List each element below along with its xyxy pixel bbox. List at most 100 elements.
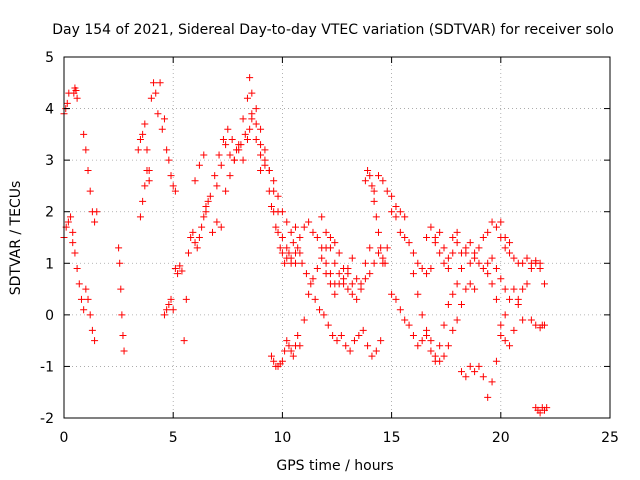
data-point <box>187 234 195 241</box>
data-point <box>305 290 313 298</box>
data-point <box>158 125 166 133</box>
data-point <box>294 244 302 252</box>
data-point <box>283 254 291 262</box>
data-point <box>289 239 297 247</box>
data-point <box>219 136 227 144</box>
data-point <box>388 290 396 298</box>
data-point <box>195 234 203 241</box>
data-point <box>296 342 304 350</box>
data-point <box>82 285 90 293</box>
data-point <box>453 228 461 236</box>
data-point <box>117 285 125 293</box>
data-point <box>335 270 343 278</box>
data-point <box>479 234 487 241</box>
data-point <box>252 105 260 113</box>
data-point <box>145 177 153 185</box>
series-seg27 <box>457 285 527 401</box>
data-point <box>462 249 470 257</box>
data-point <box>444 264 452 272</box>
data-point <box>267 352 275 360</box>
data-point <box>418 337 426 345</box>
data-point <box>285 249 293 257</box>
data-point <box>331 290 339 298</box>
data-point <box>431 239 439 247</box>
data-point <box>377 337 385 345</box>
data-point <box>243 94 251 102</box>
data-point <box>116 259 124 267</box>
series-seg11 <box>171 262 186 278</box>
data-point <box>182 295 190 303</box>
x-tick-labels: 0 5 10 15 20 25 <box>60 430 619 446</box>
data-point <box>141 182 149 190</box>
data-point <box>471 285 479 293</box>
data-point <box>88 326 96 334</box>
data-point <box>364 166 372 174</box>
data-point <box>147 94 155 102</box>
data-point <box>357 285 365 293</box>
data-point <box>222 187 230 195</box>
data-point <box>510 254 518 262</box>
y-tick-label: 3 <box>45 153 54 169</box>
series-seg01 <box>60 213 77 241</box>
data-point <box>381 259 389 267</box>
data-point <box>427 223 435 231</box>
series-seg18 <box>267 203 385 360</box>
data-point <box>300 316 308 324</box>
series-seg23 <box>388 208 514 278</box>
data-point <box>64 218 72 226</box>
data-point <box>184 249 192 257</box>
data-point <box>506 342 514 350</box>
data-point <box>241 130 249 138</box>
series-seg10 <box>160 295 177 319</box>
data-point <box>484 393 492 401</box>
data-point <box>501 244 509 252</box>
data-point <box>278 208 286 216</box>
data-point <box>374 172 382 180</box>
data-point <box>350 337 358 345</box>
data-point <box>211 172 219 180</box>
data-point <box>337 331 345 339</box>
data-point <box>331 259 339 267</box>
series-seg21 <box>322 244 391 298</box>
data-point <box>409 270 417 278</box>
data-point <box>139 130 147 138</box>
data-point <box>453 239 461 247</box>
x-axis-label: GPS time / hours <box>276 458 393 474</box>
data-point <box>346 347 354 355</box>
series-seg32 <box>318 213 356 298</box>
series-seg08 <box>136 166 153 221</box>
data-point <box>171 264 179 272</box>
data-point <box>75 280 83 288</box>
data-point <box>370 187 378 195</box>
data-point <box>193 244 201 252</box>
data-point <box>379 254 387 262</box>
data-point <box>246 74 254 82</box>
data-point <box>342 342 350 350</box>
data-point <box>449 290 457 298</box>
data-point <box>86 311 94 319</box>
data-point <box>492 264 500 272</box>
data-point <box>243 136 251 144</box>
data-point <box>270 177 278 185</box>
data-point <box>475 362 483 370</box>
data-point <box>217 223 225 231</box>
data-point <box>226 151 234 159</box>
data-point <box>257 166 265 174</box>
data-point <box>178 267 186 275</box>
data-point <box>449 234 457 241</box>
data-point <box>466 362 474 370</box>
data-point <box>294 331 302 339</box>
data-point <box>281 259 289 267</box>
data-point <box>322 259 330 267</box>
data-point <box>519 259 527 267</box>
data-point <box>488 254 496 262</box>
data-point <box>257 141 265 149</box>
data-point <box>405 239 413 247</box>
data-point <box>366 244 374 252</box>
data-point <box>69 239 77 247</box>
data-point <box>440 352 448 360</box>
data-point <box>309 228 317 236</box>
data-point <box>335 249 343 257</box>
data-point <box>418 264 426 272</box>
data-point <box>248 110 256 118</box>
